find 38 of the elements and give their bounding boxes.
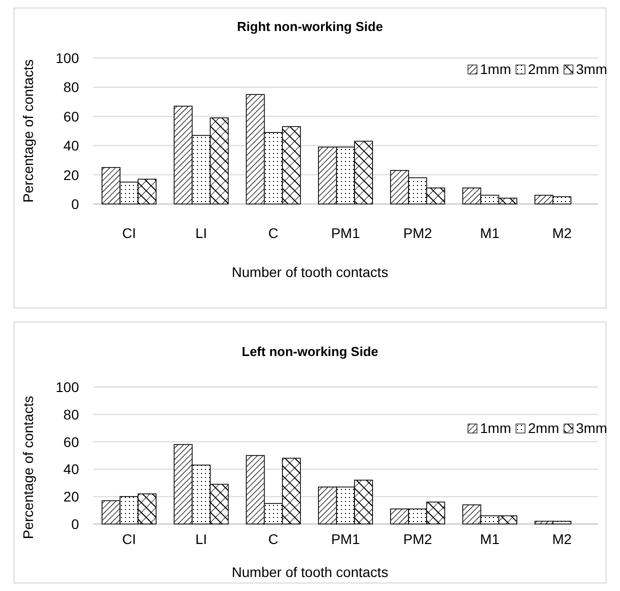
legend-label: 2mm xyxy=(528,61,560,77)
legend-label: 1mm xyxy=(480,420,512,436)
x-tick-label: M1 xyxy=(480,225,500,241)
x-tick-label: C xyxy=(268,225,278,241)
x-tick-label: LI xyxy=(195,531,208,547)
x-tick-label: PM2 xyxy=(403,531,432,547)
y-tick-label: 20 xyxy=(63,166,80,183)
y-tick-label: 60 xyxy=(63,434,80,450)
x-tick-label: CI xyxy=(122,225,136,241)
legend-label: 3mm xyxy=(576,61,608,77)
x-tick-label: M2 xyxy=(552,531,572,547)
y-tick-label: 40 xyxy=(63,138,80,154)
y-tick-label: 0 xyxy=(71,516,80,532)
x-tick-label: PM2 xyxy=(403,225,432,241)
x-tick-label: LI xyxy=(195,225,208,241)
y-axis-title: Percentage of contacts xyxy=(20,396,36,540)
y-tick-label: 80 xyxy=(63,79,80,96)
x-tick-label: C xyxy=(268,531,278,547)
y-tick-label: 0 xyxy=(71,196,80,212)
chart-title: Left non-working Side xyxy=(242,344,378,359)
x-tick-label: M1 xyxy=(480,531,500,547)
y-tick-label: 20 xyxy=(63,488,80,505)
y-tick-label: 100 xyxy=(56,50,80,66)
x-axis-title: Number of tooth contacts xyxy=(232,564,388,580)
chart-title: Right non-working Side xyxy=(237,19,383,34)
x-tick-label: M2 xyxy=(552,225,572,241)
y-tick-label: 60 xyxy=(63,108,80,124)
x-tick-label: CI xyxy=(122,531,136,547)
y-tick-label: 40 xyxy=(63,461,80,478)
legend-label: 3mm xyxy=(576,420,608,436)
legend-label: 2mm xyxy=(528,420,560,436)
y-tick-label: 80 xyxy=(63,406,80,422)
legend-label: 1mm xyxy=(480,61,512,77)
y-axis-title: Percentage of contacts xyxy=(20,59,36,203)
y-tick-label: 100 xyxy=(56,379,80,395)
x-tick-label: PM1 xyxy=(331,225,360,241)
x-tick-label: PM1 xyxy=(331,531,360,547)
x-axis-title: Number of tooth contacts xyxy=(232,264,388,280)
